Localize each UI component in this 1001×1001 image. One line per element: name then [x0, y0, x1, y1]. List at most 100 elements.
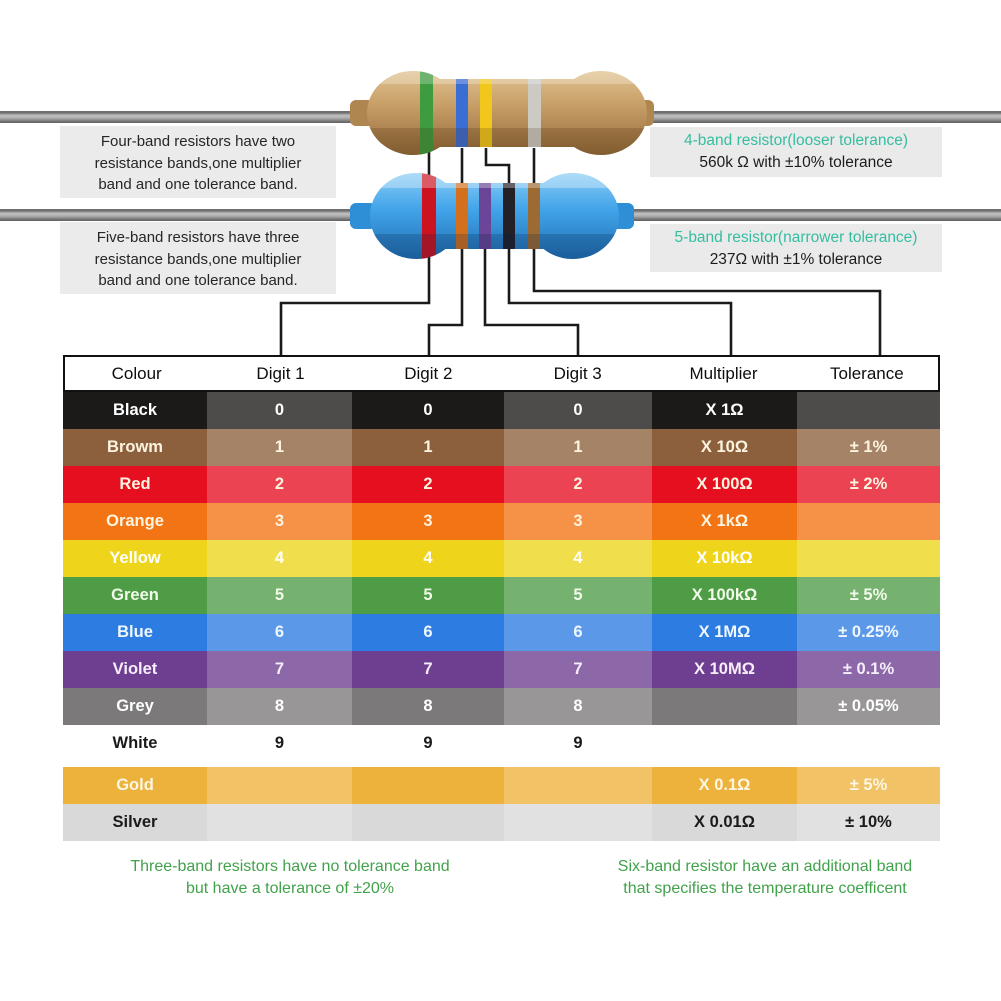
cell-colour: Black: [112, 401, 158, 419]
cell-multiplier: X 10MΩ: [694, 660, 755, 678]
cell-multiplier: X 0.1Ω: [698, 776, 751, 794]
header-colour: Colour: [111, 363, 162, 383]
resistor-4band-shade: [367, 128, 647, 155]
cell-d1: 1: [207, 429, 352, 466]
cell-colour: Grey: [116, 697, 154, 715]
cell-multiplier: X 1Ω: [705, 401, 744, 419]
cell-tolerance: [797, 392, 940, 429]
resistor-4band-highlight: [367, 71, 647, 84]
table-row-gap: [63, 762, 940, 767]
cell-multiplier: X 100kΩ: [691, 586, 758, 604]
cell-tolerance: ± 0.25%: [797, 614, 940, 651]
cell-colour: Silver: [112, 813, 158, 831]
cell-d2: [352, 767, 504, 804]
cell-tolerance: ± 2%: [797, 466, 940, 503]
cell-d1: 9: [207, 725, 352, 762]
table-header-row: Colour Digit 1 Digit 2 Digit 3 Multiplie…: [63, 355, 940, 392]
five-band-example-value: 237Ω with ±1% tolerance: [709, 251, 883, 268]
cell-d2: 5: [423, 586, 433, 604]
five-band-example-title: 5-band resistor(narrower tolerance): [674, 229, 918, 246]
cell-tolerance: [797, 503, 940, 540]
cell-d1: [207, 767, 352, 804]
table-row-gold: Gold X 0.1Ω ± 5%: [63, 767, 940, 804]
cell-d1: 8: [207, 688, 352, 725]
resistor-wire-top: [0, 111, 1001, 123]
cell-d3: 5: [504, 577, 652, 614]
cell-tolerance: ± 5%: [797, 767, 940, 804]
cell-colour: White: [112, 734, 158, 752]
table-row-yellow: Yellow 4 4 4 X 10kΩ: [63, 540, 940, 577]
cell-tolerance: ± 1%: [797, 429, 940, 466]
header-digit3: Digit 3: [553, 363, 602, 383]
color-table-body: Black 0 0 0 X 1Ω Browm 1 1 1 X 10Ω ± 1% Red 2 2 2 X 100…: [63, 392, 940, 841]
header-digit1: Digit 1: [256, 363, 305, 383]
cell-d1: 3: [207, 503, 352, 540]
four-band-example-value: 560k Ω with ±10% tolerance: [699, 154, 893, 171]
table-row-red: Red 2 2 2 X 100Ω ± 2%: [63, 466, 940, 503]
cell-d2: 4: [423, 549, 433, 567]
cell-d1: 2: [207, 466, 352, 503]
cell-multiplier: [652, 725, 797, 762]
cell-tolerance: ± 0.05%: [797, 688, 940, 725]
table-row-orange: Orange 3 3 3 X 1kΩ: [63, 503, 940, 540]
header-tolerance: Tolerance: [829, 363, 904, 383]
connector-digit2: [427, 148, 464, 358]
cell-d2: 0: [423, 401, 433, 419]
table-row-blue: Blue 6 6 6 X 1MΩ ± 0.25%: [63, 614, 940, 651]
cell-multiplier: [652, 688, 797, 725]
cell-d2: 1: [423, 438, 433, 456]
cell-colour: Browm: [107, 438, 163, 456]
cell-colour: Yellow: [109, 549, 161, 567]
cell-d2: 6: [423, 623, 433, 641]
table-row-silver: Silver X 0.01Ω ± 10%: [63, 804, 940, 841]
table-row-green: Green 5 5 5 X 100kΩ ± 5%: [63, 577, 940, 614]
five-band-example-label: 5-band resistor(narrower tolerance) 237Ω…: [650, 224, 942, 272]
cell-colour: Violet: [112, 660, 158, 678]
cell-d3: 8: [504, 688, 652, 725]
six-band-footnote: Six-band resistor have an additional ban…: [617, 858, 913, 897]
table-row-black: Black 0 0 0 X 1Ω: [63, 392, 940, 429]
cell-d2: 2: [423, 475, 433, 493]
cell-d1: 5: [207, 577, 352, 614]
cell-colour: Green: [111, 586, 159, 604]
cell-multiplier: X 10Ω: [700, 438, 749, 456]
cell-colour: Orange: [106, 512, 164, 530]
cell-tolerance: [797, 540, 940, 577]
table-row-grey: Grey 8 8 8 ± 0.05%: [63, 688, 940, 725]
cell-d3: 3: [504, 503, 652, 540]
cell-multiplier: X 1MΩ: [698, 623, 751, 641]
cell-d1: 7: [207, 651, 352, 688]
cell-d2: 9: [423, 734, 433, 752]
cell-multiplier: X 1kΩ: [700, 512, 749, 530]
cell-colour: Blue: [117, 623, 153, 641]
five-band-note: Five-band resistors have three resistanc…: [60, 222, 336, 294]
table-row-browm: Browm 1 1 1 X 10Ω ± 1%: [63, 429, 940, 466]
cell-d3: 7: [504, 651, 652, 688]
cell-d2: 3: [423, 512, 433, 530]
cell-d1: 6: [207, 614, 352, 651]
cell-tolerance: [797, 725, 940, 762]
header-multiplier: Multiplier: [689, 363, 758, 383]
cell-d3: 9: [504, 725, 652, 762]
cell-d1: 0: [207, 392, 352, 429]
cell-d3: 2: [504, 466, 652, 503]
resistor-color-table: Colour Digit 1 Digit 2 Digit 3 Multiplie…: [63, 355, 940, 841]
resistor-5band-shade: [370, 234, 619, 259]
cell-d3: 1: [504, 429, 652, 466]
four-band-example-label: 4-band resistor(looser tolerance) 560k Ω…: [650, 127, 942, 177]
table-row-violet: Violet 7 7 7 X 10MΩ ± 0.1%: [63, 651, 940, 688]
cell-d3: 4: [504, 540, 652, 577]
resistor-wire-bottom: [0, 209, 1001, 221]
connector-digit3: [483, 235, 580, 358]
cell-tolerance: ± 5%: [797, 577, 940, 614]
cell-d2: 8: [423, 697, 433, 715]
cell-d1: 4: [207, 540, 352, 577]
cell-d2: [352, 804, 504, 841]
cell-colour: Red: [119, 475, 151, 493]
cell-d2: 7: [423, 660, 433, 678]
cell-colour: Gold: [116, 776, 154, 794]
cell-tolerance: ± 10%: [797, 804, 940, 841]
header-digit2: Digit 2: [404, 363, 453, 383]
cell-d3: 6: [504, 614, 652, 651]
cell-tolerance: ± 0.1%: [797, 651, 940, 688]
